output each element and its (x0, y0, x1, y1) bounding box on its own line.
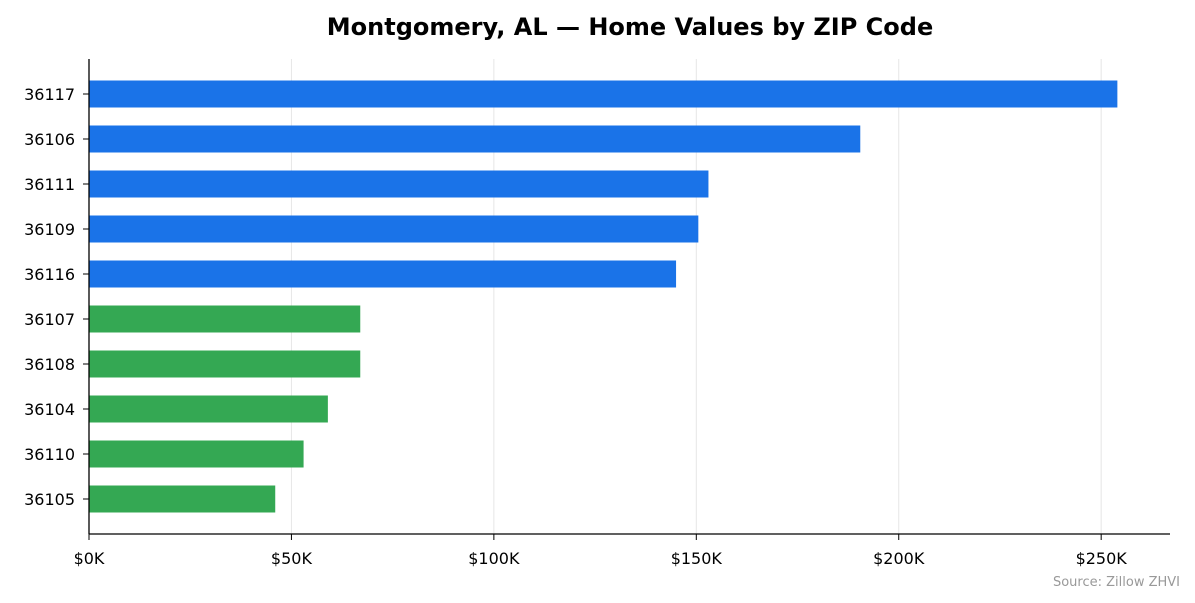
y-tick-label: 36107 (24, 310, 75, 329)
y-tick-label: 36111 (24, 175, 75, 194)
y-tick-label: 36116 (24, 265, 75, 284)
source-note: Source: Zillow ZHVI (1053, 575, 1180, 590)
bar-36107 (89, 305, 361, 333)
x-tick-label: $200K (873, 549, 925, 568)
y-tick-label: 36110 (24, 445, 75, 464)
y-tick-label: 36108 (24, 355, 75, 374)
x-tick-label: $50K (271, 549, 313, 568)
bar-36104 (89, 395, 328, 423)
y-tick-label: 36105 (24, 490, 75, 509)
bar-36105 (89, 485, 276, 513)
bar-36111 (89, 170, 709, 198)
bar-36110 (89, 440, 304, 468)
bar-36108 (89, 350, 361, 378)
y-tick-label: 36106 (24, 130, 75, 149)
bar-36109 (89, 215, 699, 243)
y-tick-label: 36109 (24, 220, 75, 239)
bar-36116 (89, 260, 677, 288)
chart-title: Montgomery, AL — Home Values by ZIP Code (327, 13, 933, 41)
x-tick-label: $100K (468, 549, 520, 568)
x-tick-label: $250K (1076, 549, 1128, 568)
bar-36106 (89, 125, 861, 153)
x-tick-labels: $0K $50K $100K $150K $200K $250K (74, 549, 1128, 568)
x-tick-label: $0K (74, 549, 105, 568)
y-tick-labels: 36117 36106 36111 36109 36116 36107 36108 36104… (24, 85, 75, 509)
bars (89, 80, 1118, 513)
y-tick-label: 36117 (24, 85, 75, 104)
x-tick-label: $150K (671, 549, 723, 568)
bar-36117 (89, 80, 1118, 108)
axes (83, 59, 1170, 540)
y-tick-label: 36104 (24, 400, 75, 419)
